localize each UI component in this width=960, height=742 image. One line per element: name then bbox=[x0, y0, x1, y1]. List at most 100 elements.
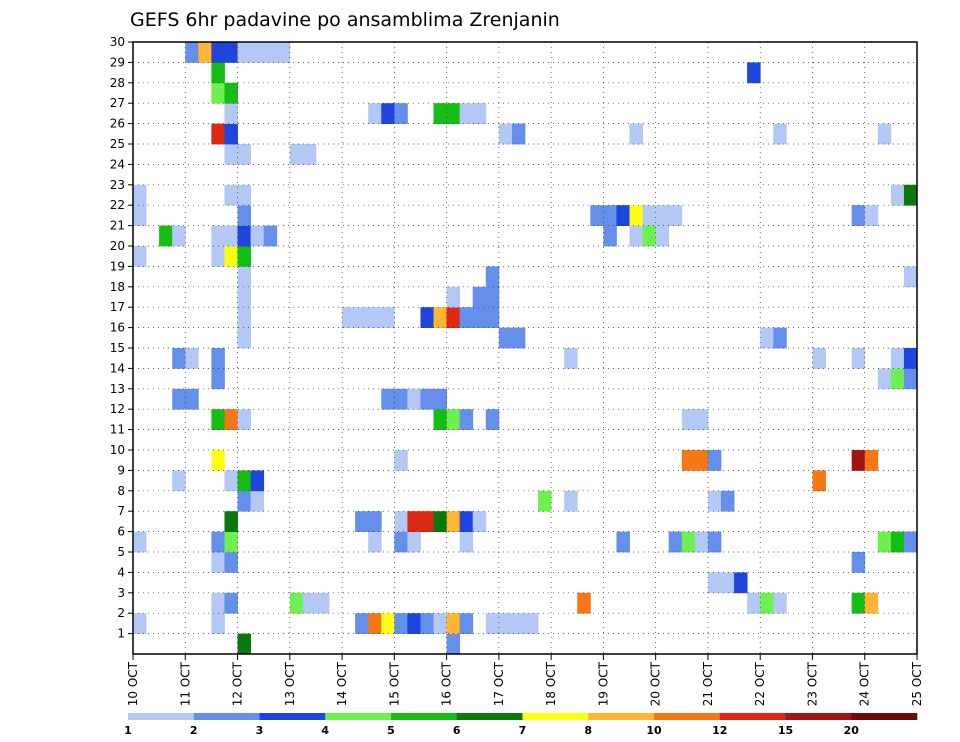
heatmap-cell bbox=[903, 368, 918, 390]
heatmap-cell bbox=[407, 531, 421, 553]
chart-title: GEFS 6hr padavine po ansamblima Zrenjani… bbox=[130, 9, 560, 31]
y-tick-label: 13 bbox=[110, 382, 125, 396]
heatmap-cell bbox=[681, 531, 696, 553]
y-tick-label: 21 bbox=[110, 219, 125, 233]
heatmap-cell bbox=[707, 531, 722, 553]
heatmap-cell bbox=[185, 388, 199, 410]
y-tick-label: 30 bbox=[110, 35, 125, 49]
heatmap-cell bbox=[211, 42, 225, 63]
heatmap-cell bbox=[773, 592, 787, 614]
heatmap-cell bbox=[368, 511, 382, 532]
heatmap-cell bbox=[211, 613, 225, 634]
heatmap-cell bbox=[394, 103, 408, 124]
heatmap-cell bbox=[511, 613, 526, 634]
heatmap-cell bbox=[564, 490, 578, 512]
heatmap-cell bbox=[629, 205, 643, 226]
heatmap-cell bbox=[133, 613, 147, 634]
colorbar-label: 20 bbox=[844, 724, 860, 737]
heatmap-cell bbox=[681, 409, 696, 430]
heatmap-cell bbox=[211, 531, 225, 553]
heatmap-cell bbox=[538, 490, 552, 512]
heatmap-cell bbox=[133, 246, 147, 267]
colorbar-label: 12 bbox=[712, 724, 727, 737]
heatmap-cell bbox=[237, 225, 251, 247]
heatmap-cell bbox=[498, 123, 513, 145]
heatmap-cell bbox=[250, 470, 265, 492]
heatmap-cell bbox=[433, 511, 447, 532]
heatmap-cell bbox=[694, 450, 709, 471]
heatmap-cell bbox=[250, 490, 265, 512]
heatmap-cells bbox=[133, 42, 918, 655]
heatmap-cell bbox=[459, 307, 474, 328]
heatmap-cell bbox=[433, 613, 447, 634]
heatmap-cell bbox=[511, 123, 526, 145]
heatmap-cell bbox=[511, 327, 526, 349]
heatmap-cell bbox=[642, 205, 657, 226]
heatmap-cell bbox=[420, 613, 434, 634]
heatmap-cell bbox=[485, 613, 500, 634]
heatmap-cell bbox=[864, 205, 879, 226]
heatmap-cell bbox=[760, 327, 774, 349]
heatmap-cell bbox=[159, 225, 173, 247]
heatmap-cell bbox=[185, 42, 199, 63]
colorbar-segment bbox=[588, 713, 655, 720]
y-tick-label: 18 bbox=[110, 280, 125, 294]
y-tick-label: 16 bbox=[110, 321, 125, 335]
heatmap-cell bbox=[407, 511, 421, 532]
heatmap-cell bbox=[812, 348, 826, 369]
heatmap-cell bbox=[224, 225, 238, 247]
heatmap-cell bbox=[668, 205, 683, 226]
heatmap-cell bbox=[694, 409, 709, 430]
heatmap-cell bbox=[851, 450, 866, 471]
heatmap-cell bbox=[224, 123, 238, 145]
heatmap-cell bbox=[133, 531, 147, 553]
y-tick-label: 4 bbox=[117, 565, 125, 579]
heatmap-cell bbox=[459, 409, 474, 430]
heatmap-cell bbox=[237, 184, 251, 206]
colorbar-label: 4 bbox=[321, 724, 329, 737]
y-tick-label: 19 bbox=[110, 259, 125, 273]
y-tick-label: 5 bbox=[117, 545, 125, 559]
heatmap-cell bbox=[237, 42, 251, 63]
heatmap-cell bbox=[472, 286, 487, 308]
heatmap-cell bbox=[224, 531, 238, 553]
heatmap-cell bbox=[224, 552, 238, 573]
heatmap-cell bbox=[211, 450, 225, 471]
heatmap-cell bbox=[668, 531, 683, 553]
heatmap-cell bbox=[276, 42, 291, 63]
heatmap-cell bbox=[355, 613, 369, 634]
y-tick-label: 2 bbox=[117, 606, 125, 620]
colorbar-label: 6 bbox=[453, 724, 461, 737]
heatmap-cell bbox=[381, 388, 395, 410]
heatmap-cell bbox=[289, 592, 304, 614]
heatmap-cell bbox=[211, 552, 225, 573]
heatmap-cell bbox=[237, 307, 251, 328]
y-tick-label: 3 bbox=[117, 586, 125, 600]
colorbar-segment bbox=[522, 713, 589, 720]
y-tick-label: 9 bbox=[117, 463, 125, 477]
heatmap-cell bbox=[133, 205, 147, 226]
heatmap-cell bbox=[760, 592, 774, 614]
colorbar-label: 10 bbox=[646, 724, 662, 737]
heatmap-cell bbox=[498, 613, 513, 634]
heatmap-cell bbox=[655, 225, 670, 247]
x-tick-label: 15 OCT bbox=[387, 661, 401, 706]
heatmap-cell bbox=[211, 246, 225, 267]
colorbar-label: 15 bbox=[778, 724, 793, 737]
y-tick-label: 22 bbox=[110, 198, 125, 212]
heatmap-cell bbox=[459, 531, 474, 553]
heatmap-cell bbox=[747, 62, 761, 84]
heatmap-cell bbox=[263, 42, 278, 63]
heatmap-cell bbox=[224, 511, 238, 532]
heatmap-cell bbox=[485, 307, 500, 328]
colorbar-label: 3 bbox=[256, 724, 264, 737]
colorbar-label: 1 bbox=[124, 724, 132, 737]
colorbar-label: 7 bbox=[519, 724, 527, 737]
heatmap-cell bbox=[263, 225, 278, 247]
heatmap-cell bbox=[237, 327, 251, 349]
heatmap-cell bbox=[903, 531, 918, 553]
colorbar-label: 2 bbox=[190, 724, 198, 737]
x-tick-label: 16 OCT bbox=[440, 661, 454, 706]
x-tick-label: 24 OCT bbox=[858, 661, 872, 706]
heatmap-cell bbox=[394, 388, 408, 410]
